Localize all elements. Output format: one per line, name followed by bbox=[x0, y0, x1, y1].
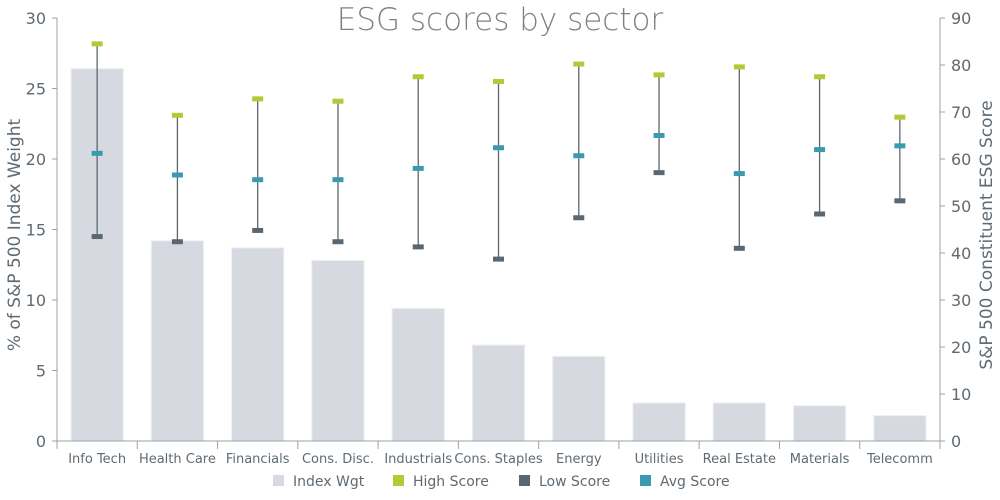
legend-swatch bbox=[519, 475, 530, 486]
marker-low-score bbox=[894, 198, 906, 204]
marker-low-score bbox=[332, 239, 344, 245]
marker-high-score bbox=[814, 74, 826, 80]
left-tick-label: 5 bbox=[36, 362, 46, 381]
legend-swatch bbox=[273, 475, 284, 486]
legend-label: High Score bbox=[413, 474, 489, 490]
left-tick-label: 10 bbox=[26, 291, 46, 310]
marker-high-score bbox=[733, 64, 745, 70]
marker-low-score bbox=[573, 215, 585, 221]
right-tick-label: 20 bbox=[951, 338, 971, 357]
marker-low-score bbox=[171, 239, 183, 245]
bar-index-wgt bbox=[712, 402, 766, 442]
marker-low-score bbox=[412, 244, 424, 250]
marker-avg-score bbox=[814, 147, 826, 153]
x-tick-label: Utilities bbox=[635, 452, 684, 467]
x-tick-label: Cons. Disc. bbox=[302, 452, 374, 467]
marker-low-score bbox=[653, 170, 665, 176]
marker-high-score bbox=[653, 72, 665, 78]
right-tick-label: 70 bbox=[951, 103, 971, 122]
x-tick-label: Energy bbox=[556, 452, 602, 467]
marker-avg-score bbox=[171, 172, 183, 178]
left-tick-label: 30 bbox=[26, 9, 46, 28]
bar-index-wgt bbox=[231, 247, 285, 442]
marker-low-score bbox=[252, 227, 264, 233]
right-tick-label: 30 bbox=[951, 291, 971, 310]
marker-avg-score bbox=[412, 165, 424, 171]
right-tick-label: 10 bbox=[951, 385, 971, 404]
marker-high-score bbox=[332, 98, 344, 104]
marker-avg-score bbox=[894, 143, 906, 149]
bar-index-wgt bbox=[552, 355, 606, 442]
right-tick-label: 40 bbox=[951, 244, 971, 263]
legend-label: Avg Score bbox=[660, 474, 730, 490]
x-tick-label: Telecomm bbox=[866, 452, 933, 467]
bar-index-wgt bbox=[150, 240, 204, 442]
right-tick-label: 80 bbox=[951, 56, 971, 75]
marker-avg-score bbox=[91, 150, 103, 156]
bar-index-wgt bbox=[311, 260, 365, 442]
x-tick-label: Health Care bbox=[139, 452, 216, 467]
marker-avg-score bbox=[733, 171, 745, 177]
marker-high-score bbox=[493, 78, 504, 84]
legend-swatch bbox=[640, 475, 651, 486]
bar-index-wgt bbox=[873, 415, 927, 442]
marker-avg-score bbox=[573, 153, 585, 159]
marker-avg-score bbox=[252, 177, 264, 183]
x-tick-label: Financials bbox=[226, 452, 290, 467]
marker-high-score bbox=[894, 114, 906, 120]
marker-low-score bbox=[493, 256, 504, 262]
left-axis-label: % of S&P 500 Index Weight bbox=[5, 119, 25, 352]
marker-low-score bbox=[814, 211, 826, 217]
legend: Index Wgt High Score Low Score Avg Score bbox=[273, 474, 730, 490]
right-tick-label: 50 bbox=[951, 197, 971, 216]
bar-index-wgt bbox=[632, 402, 686, 442]
legend-swatch bbox=[393, 475, 404, 486]
legend-label: Low Score bbox=[539, 474, 610, 490]
marker-high-score bbox=[171, 112, 183, 118]
chart-title: ESG scores by sector bbox=[337, 2, 664, 38]
bar-index-wgt bbox=[391, 307, 445, 442]
x-tick-label: Real Estate bbox=[703, 452, 776, 467]
left-tick-label: 15 bbox=[26, 221, 46, 240]
marker-high-score bbox=[252, 96, 264, 102]
left-tick-label: 20 bbox=[26, 150, 46, 169]
left-tick-label: 25 bbox=[26, 80, 46, 99]
right-tick-label: 60 bbox=[951, 150, 971, 169]
marker-avg-score bbox=[332, 177, 344, 183]
right-axis-label: S&P 500 Constituent ESG Score bbox=[977, 100, 997, 369]
marker-low-score bbox=[733, 245, 745, 251]
marker-high-score bbox=[573, 61, 585, 67]
marker-high-score bbox=[412, 74, 424, 80]
marker-high-score bbox=[91, 41, 103, 47]
x-tick-label: Info Tech bbox=[68, 452, 126, 467]
marker-low-score bbox=[91, 234, 103, 240]
x-tick-label: Industrials bbox=[384, 452, 452, 467]
right-tick-label: 90 bbox=[951, 9, 971, 28]
x-tick-label: Materials bbox=[790, 452, 850, 467]
right-tick-label: 0 bbox=[951, 432, 961, 451]
left-tick-label: 0 bbox=[36, 432, 46, 451]
marker-avg-score bbox=[493, 145, 504, 151]
bar-index-wgt bbox=[471, 344, 526, 442]
marker-avg-score bbox=[653, 133, 665, 138]
x-tick-label: Cons. Staples bbox=[454, 452, 542, 467]
bar-index-wgt bbox=[793, 405, 847, 442]
legend-label: Index Wgt bbox=[293, 474, 365, 490]
